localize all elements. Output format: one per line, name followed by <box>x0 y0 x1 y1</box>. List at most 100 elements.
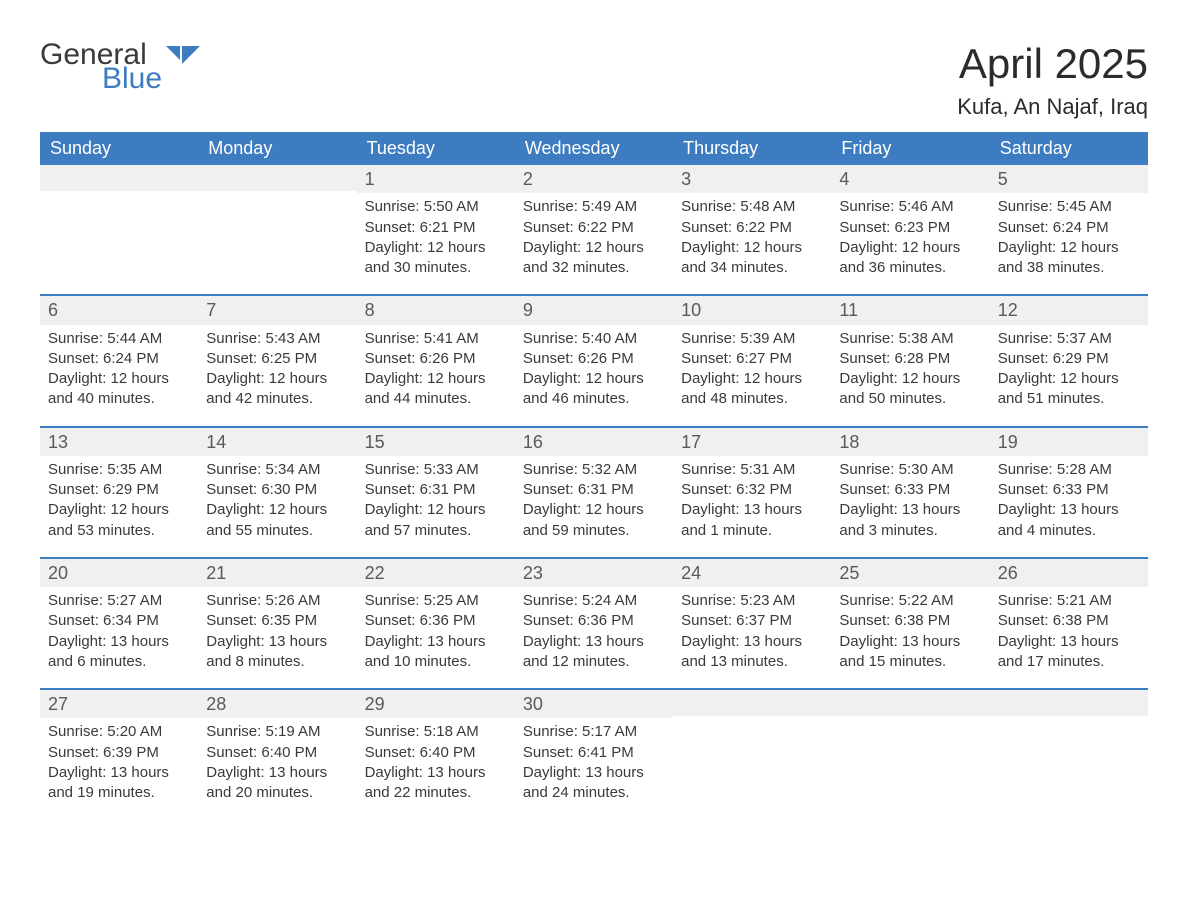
day-number: 5 <box>990 165 1148 193</box>
day-content: Sunrise: 5:20 AMSunset: 6:39 PMDaylight:… <box>40 718 198 803</box>
day-content: Sunrise: 5:48 AMSunset: 6:22 PMDaylight:… <box>673 193 831 278</box>
weekday-header: Wednesday <box>515 132 673 165</box>
sunrise-line: Sunrise: 5:49 AM <box>523 197 665 217</box>
sunset-line: Sunset: 6:35 PM <box>206 611 348 631</box>
brand-flag-icon <box>166 46 200 72</box>
brand-line2: Blue <box>102 64 162 94</box>
sunrise-line: Sunrise: 5:50 AM <box>365 197 507 217</box>
calendar-week: 20Sunrise: 5:27 AMSunset: 6:34 PMDayligh… <box>40 557 1148 688</box>
day-content: Sunrise: 5:45 AMSunset: 6:24 PMDaylight:… <box>990 193 1148 278</box>
sunset-line: Sunset: 6:37 PM <box>681 611 823 631</box>
calendar-day-cell: 15Sunrise: 5:33 AMSunset: 6:31 PMDayligh… <box>357 428 515 557</box>
day-number <box>990 690 1148 716</box>
day-number: 9 <box>515 296 673 324</box>
daylight-line: Daylight: 13 hours and 13 minutes. <box>681 632 823 673</box>
daylight-line: Daylight: 13 hours and 22 minutes. <box>365 763 507 804</box>
calendar-day-cell: 30Sunrise: 5:17 AMSunset: 6:41 PMDayligh… <box>515 690 673 819</box>
calendar-day-cell: 9Sunrise: 5:40 AMSunset: 6:26 PMDaylight… <box>515 296 673 425</box>
title-block: April 2025 Kufa, An Najaf, Iraq <box>957 40 1148 120</box>
day-number: 19 <box>990 428 1148 456</box>
weekday-header: Thursday <box>673 132 831 165</box>
sunrise-line: Sunrise: 5:45 AM <box>998 197 1140 217</box>
sunset-line: Sunset: 6:23 PM <box>839 218 981 238</box>
day-content: Sunrise: 5:25 AMSunset: 6:36 PMDaylight:… <box>357 587 515 672</box>
sunset-line: Sunset: 6:36 PM <box>523 611 665 631</box>
day-content: Sunrise: 5:34 AMSunset: 6:30 PMDaylight:… <box>198 456 356 541</box>
page-header: General Blue April 2025 Kufa, An Najaf, … <box>40 40 1148 120</box>
day-content: Sunrise: 5:23 AMSunset: 6:37 PMDaylight:… <box>673 587 831 672</box>
calendar-day-cell <box>990 690 1148 819</box>
day-content: Sunrise: 5:30 AMSunset: 6:33 PMDaylight:… <box>831 456 989 541</box>
day-content: Sunrise: 5:46 AMSunset: 6:23 PMDaylight:… <box>831 193 989 278</box>
day-number: 10 <box>673 296 831 324</box>
calendar-day-cell: 26Sunrise: 5:21 AMSunset: 6:38 PMDayligh… <box>990 559 1148 688</box>
sunset-line: Sunset: 6:36 PM <box>365 611 507 631</box>
sunset-line: Sunset: 6:31 PM <box>523 480 665 500</box>
day-number: 28 <box>198 690 356 718</box>
daylight-line: Daylight: 13 hours and 17 minutes. <box>998 632 1140 673</box>
day-content: Sunrise: 5:28 AMSunset: 6:33 PMDaylight:… <box>990 456 1148 541</box>
day-number: 25 <box>831 559 989 587</box>
sunset-line: Sunset: 6:39 PM <box>48 743 190 763</box>
calendar-day-cell <box>673 690 831 819</box>
sunset-line: Sunset: 6:32 PM <box>681 480 823 500</box>
day-content: Sunrise: 5:41 AMSunset: 6:26 PMDaylight:… <box>357 325 515 410</box>
daylight-line: Daylight: 13 hours and 10 minutes. <box>365 632 507 673</box>
sunrise-line: Sunrise: 5:19 AM <box>206 722 348 742</box>
day-content: Sunrise: 5:37 AMSunset: 6:29 PMDaylight:… <box>990 325 1148 410</box>
sunset-line: Sunset: 6:24 PM <box>998 218 1140 238</box>
daylight-line: Daylight: 12 hours and 42 minutes. <box>206 369 348 410</box>
sunrise-line: Sunrise: 5:48 AM <box>681 197 823 217</box>
day-number: 4 <box>831 165 989 193</box>
day-number: 27 <box>40 690 198 718</box>
sunrise-line: Sunrise: 5:38 AM <box>839 329 981 349</box>
day-number: 1 <box>357 165 515 193</box>
calendar-week: 27Sunrise: 5:20 AMSunset: 6:39 PMDayligh… <box>40 688 1148 819</box>
day-content: Sunrise: 5:31 AMSunset: 6:32 PMDaylight:… <box>673 456 831 541</box>
daylight-line: Daylight: 13 hours and 1 minute. <box>681 500 823 541</box>
sunrise-line: Sunrise: 5:32 AM <box>523 460 665 480</box>
calendar-day-cell: 20Sunrise: 5:27 AMSunset: 6:34 PMDayligh… <box>40 559 198 688</box>
brand-logo: General Blue <box>40 40 200 94</box>
day-number: 24 <box>673 559 831 587</box>
day-number: 12 <box>990 296 1148 324</box>
calendar-day-cell <box>198 165 356 294</box>
calendar-day-cell <box>40 165 198 294</box>
daylight-line: Daylight: 13 hours and 20 minutes. <box>206 763 348 804</box>
sunrise-line: Sunrise: 5:18 AM <box>365 722 507 742</box>
sunset-line: Sunset: 6:24 PM <box>48 349 190 369</box>
calendar-body: 1 Sunrise: 5:50 AMSunset: 6:21 PM Daylight… <box>40 165 1148 819</box>
calendar-day-cell: 8Sunrise: 5:41 AMSunset: 6:26 PMDaylight… <box>357 296 515 425</box>
sunset-line: Sunset: 6:26 PM <box>523 349 665 369</box>
daylight-line: Daylight: 12 hours and 34 minutes. <box>681 238 823 279</box>
sunset-line: Sunset: 6:27 PM <box>681 349 823 369</box>
sunset-line: Sunset: 6:40 PM <box>365 743 507 763</box>
daylight-line: Daylight: 12 hours and 46 minutes. <box>523 369 665 410</box>
calendar-day-cell: 10Sunrise: 5:39 AMSunset: 6:27 PMDayligh… <box>673 296 831 425</box>
daylight-line: Daylight: 12 hours and 40 minutes. <box>48 369 190 410</box>
weekday-header: Tuesday <box>357 132 515 165</box>
sunrise-line: Sunrise: 5:41 AM <box>365 329 507 349</box>
day-content: Sunrise: 5:33 AMSunset: 6:31 PMDaylight:… <box>357 456 515 541</box>
sunrise-line: Sunrise: 5:20 AM <box>48 722 190 742</box>
sunset-line: Sunset: 6:40 PM <box>206 743 348 763</box>
sunset-line: Sunset: 6:25 PM <box>206 349 348 369</box>
day-number <box>40 165 198 191</box>
sunrise-line: Sunrise: 5:24 AM <box>523 591 665 611</box>
day-number: 21 <box>198 559 356 587</box>
day-content: Sunrise: 5:19 AMSunset: 6:40 PMDaylight:… <box>198 718 356 803</box>
daylight-line: Daylight: 12 hours and 32 minutes. <box>523 238 665 279</box>
day-number: 14 <box>198 428 356 456</box>
calendar-day-cell: 22Sunrise: 5:25 AMSunset: 6:36 PMDayligh… <box>357 559 515 688</box>
sunrise-line: Sunrise: 5:26 AM <box>206 591 348 611</box>
day-number: 13 <box>40 428 198 456</box>
day-number <box>198 165 356 191</box>
day-number: 30 <box>515 690 673 718</box>
daylight-line: Daylight: 13 hours and 3 minutes. <box>839 500 981 541</box>
calendar-week: 13Sunrise: 5:35 AMSunset: 6:29 PMDayligh… <box>40 426 1148 557</box>
calendar-day-cell: 1Sunrise: 5:50 AMSunset: 6:21 PMDaylight… <box>357 165 515 294</box>
day-number: 7 <box>198 296 356 324</box>
sunset-line: Sunset: 6:21 PM <box>365 218 507 238</box>
calendar-day-cell: 27Sunrise: 5:20 AMSunset: 6:39 PMDayligh… <box>40 690 198 819</box>
sunrise-line: Sunrise: 5:37 AM <box>998 329 1140 349</box>
